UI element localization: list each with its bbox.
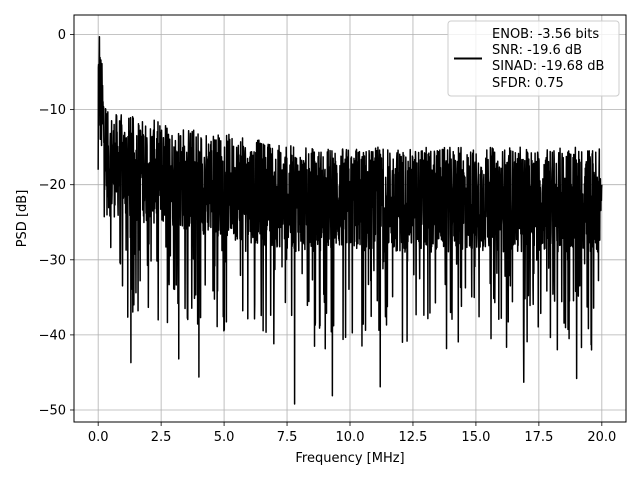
x-tick-label: 7.5 [277, 430, 298, 445]
x-tick-label: 17.5 [524, 430, 553, 445]
series-layer [97, 36, 603, 405]
x-tick-label: 15.0 [461, 430, 490, 445]
x-tick-label: 10.0 [336, 430, 365, 445]
legend-line-3: SINAD: -19.68 dB [492, 59, 604, 74]
legend-line-2: SNR: -19.6 dB [492, 43, 582, 58]
y-tick-label: 0 [58, 28, 66, 43]
y-tick-label: −30 [39, 253, 66, 268]
legend-line-4: SFDR: 0.75 [492, 76, 564, 91]
psd-series-line [97, 36, 603, 405]
y-tick-label: −50 [39, 403, 66, 418]
x-tick-label: 20.0 [587, 430, 616, 445]
y-tick-label: −20 [39, 178, 66, 193]
legend-box [447, 20, 620, 97]
x-tick-label: 0.0 [88, 430, 109, 445]
y-axis: 0 −10 −20 −30 −40 −50 [39, 28, 74, 418]
x-axis-label: Frequency [MHz] [295, 451, 404, 466]
x-tick-label: 2.5 [151, 430, 172, 445]
x-axis: 0.0 2.5 5.0 7.5 10.0 12.5 15.0 17.5 20.0 [88, 422, 616, 445]
x-tick-label: 5.0 [214, 430, 235, 445]
y-tick-label: −40 [39, 328, 66, 343]
legend-line-1: ENOB: -3.56 bits [492, 27, 599, 42]
legend: ENOB: -3.56 bits SNR: -19.6 dB SINAD: -1… [447, 20, 620, 97]
x-tick-label: 12.5 [398, 430, 427, 445]
y-tick-label: −10 [39, 103, 66, 118]
y-axis-label: PSD [dB] [15, 190, 30, 248]
